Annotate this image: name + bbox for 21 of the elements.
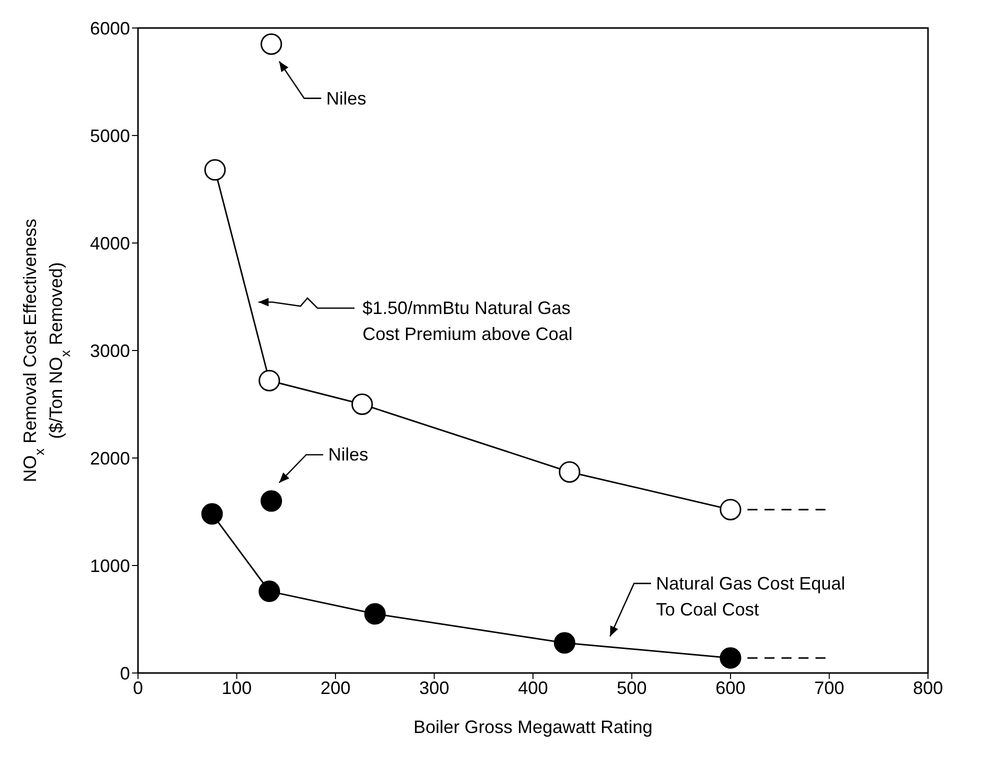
x-tick-label: 500 xyxy=(616,678,647,698)
x-tick-label: 300 xyxy=(419,678,450,698)
x-tick-label: 600 xyxy=(715,678,746,698)
annotation: Natural Gas Cost Equal To Coal Cost xyxy=(656,573,846,620)
x-tick-label: 0 xyxy=(132,678,144,698)
annotation: Niles xyxy=(328,444,368,465)
annotation: Niles xyxy=(326,88,366,108)
x-tick-label: 100 xyxy=(222,678,252,698)
x-tick-label: 800 xyxy=(912,678,944,698)
y-tick-label: 4000 xyxy=(90,233,130,254)
y-tick-label: 3000 xyxy=(90,340,130,361)
x-axis-title: Boiler Gross Megawatt Rating xyxy=(413,717,653,737)
y-tick-label: 1000 xyxy=(90,556,130,576)
annotation: $1.50/mmBtu Natural Gas Cost Premium above Coal xyxy=(362,298,573,344)
x-tick-label: 400 xyxy=(518,678,548,698)
x-tick-label: 700 xyxy=(814,678,844,698)
y-tick-label: 2000 xyxy=(90,448,130,468)
x-tick-label: 200 xyxy=(320,678,351,698)
y-tick-label: 5000 xyxy=(90,126,130,146)
y-tick-label: 0 xyxy=(120,663,130,684)
y-tick-label: 6000 xyxy=(90,18,130,38)
